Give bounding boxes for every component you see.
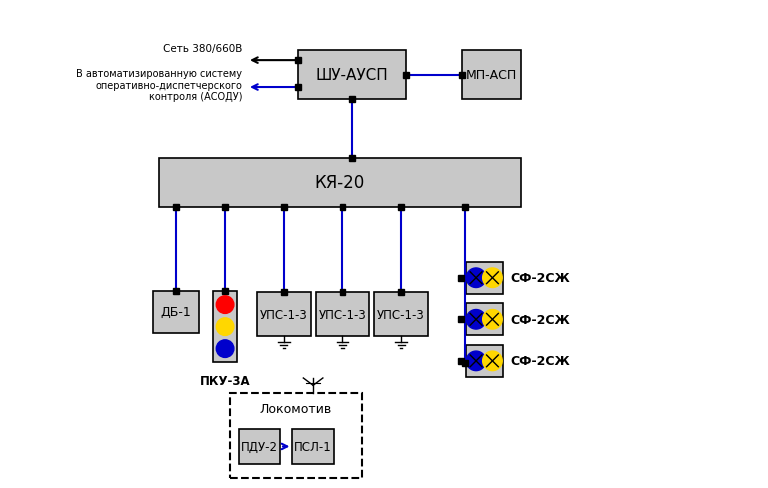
Bar <box>458 317 464 323</box>
FancyBboxPatch shape <box>466 346 502 377</box>
Text: ДБ-1: ДБ-1 <box>161 306 191 319</box>
Text: СФ-2СЖ: СФ-2СЖ <box>510 272 570 285</box>
Circle shape <box>217 296 234 314</box>
FancyBboxPatch shape <box>153 291 200 333</box>
Bar <box>296 85 301 91</box>
FancyBboxPatch shape <box>299 51 406 100</box>
Bar <box>458 358 464 364</box>
Circle shape <box>482 310 502 329</box>
Text: ПДУ-2: ПДУ-2 <box>241 440 278 453</box>
Bar <box>349 156 355 162</box>
Bar <box>281 290 286 296</box>
Text: Локомотив: Локомотив <box>260 403 332 416</box>
Text: ПКУ-3А: ПКУ-3А <box>200 375 250 387</box>
Text: МП-АСП: МП-АСП <box>466 69 517 82</box>
Bar <box>398 290 404 296</box>
Bar <box>349 97 355 103</box>
Bar <box>174 289 179 295</box>
Circle shape <box>217 318 234 336</box>
Bar <box>462 361 468 366</box>
Bar <box>222 204 228 210</box>
Circle shape <box>482 268 502 288</box>
Bar <box>459 73 465 79</box>
Bar <box>398 204 404 210</box>
Circle shape <box>466 268 486 288</box>
FancyBboxPatch shape <box>462 51 521 100</box>
Bar <box>222 288 228 294</box>
FancyBboxPatch shape <box>293 429 334 464</box>
Text: СФ-2СЖ: СФ-2СЖ <box>510 355 570 367</box>
Bar <box>174 204 179 210</box>
Bar <box>296 58 301 64</box>
Text: Сеть 380/660В: Сеть 380/660В <box>163 44 242 54</box>
FancyBboxPatch shape <box>257 293 310 337</box>
Circle shape <box>466 351 486 371</box>
FancyBboxPatch shape <box>239 429 280 464</box>
Text: СФ-2СЖ: СФ-2СЖ <box>510 313 570 326</box>
Text: УПС-1-3: УПС-1-3 <box>260 308 308 321</box>
Text: ПСЛ-1: ПСЛ-1 <box>294 440 332 453</box>
Bar <box>281 204 286 210</box>
Circle shape <box>217 340 234 358</box>
Circle shape <box>466 310 486 329</box>
Text: КЯ-20: КЯ-20 <box>315 174 365 192</box>
Text: УПС-1-3: УПС-1-3 <box>319 308 366 321</box>
FancyBboxPatch shape <box>316 293 369 337</box>
Circle shape <box>482 351 502 371</box>
Bar <box>339 204 346 210</box>
Bar <box>339 290 346 296</box>
Text: УПС-1-3: УПС-1-3 <box>377 308 425 321</box>
FancyBboxPatch shape <box>213 292 237 362</box>
Bar <box>462 204 468 210</box>
FancyBboxPatch shape <box>159 159 521 207</box>
Bar <box>403 73 409 79</box>
FancyBboxPatch shape <box>466 263 502 294</box>
Bar <box>458 275 464 281</box>
Text: ШУ-АУСП: ШУ-АУСП <box>316 68 389 83</box>
FancyBboxPatch shape <box>466 304 502 336</box>
Text: В автоматизированную систему
оперативно-диспетчерского
контроля (АСОДУ): В автоматизированную систему оперативно-… <box>76 69 242 102</box>
FancyBboxPatch shape <box>374 293 428 337</box>
